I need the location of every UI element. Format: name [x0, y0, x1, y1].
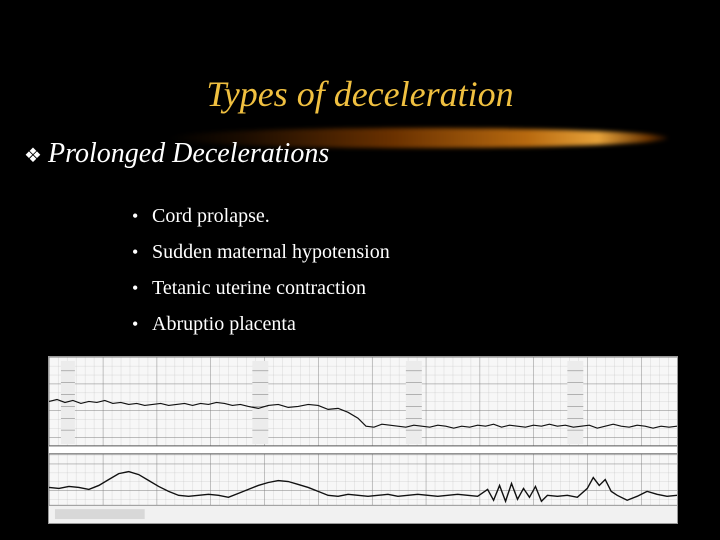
scale-column-left — [60, 360, 75, 444]
section-heading: ❖ Prolonged Decelerations — [24, 136, 329, 172]
tracing-svg — [49, 357, 677, 523]
uterine-contraction-trace — [49, 470, 677, 504]
list-item-text: Abruptio placenta — [152, 313, 296, 335]
bullet-icon: • — [132, 242, 139, 262]
fetal-heart-rate-trace — [49, 398, 677, 429]
list-item: • Cord prolapse. — [132, 198, 390, 234]
bullet-icon: • — [132, 314, 139, 334]
title-underline-bar — [168, 128, 668, 148]
list-item-text: Tetanic uterine contraction — [152, 277, 367, 299]
section-heading-text: Prolonged Decelerations — [48, 138, 330, 169]
bullet-icon: • — [132, 278, 139, 298]
list-item: • Sudden maternal hypotension — [132, 234, 390, 270]
slide-title: Types of deceleration — [206, 74, 514, 114]
scale-column-mid2 — [405, 360, 422, 444]
diamond-bullet-icon: ❖ — [24, 144, 42, 167]
scale-column-right — [567, 360, 584, 444]
list-item: • Abruptio placenta — [132, 306, 390, 342]
scale-labels — [60, 360, 584, 444]
bullet-icon: • — [132, 206, 139, 226]
list-item-text: Sudden maternal hypotension — [152, 241, 390, 263]
list-item: • Tetanic uterine contraction — [132, 270, 390, 306]
fetal-heart-rate-tracing-image — [48, 356, 678, 524]
list-item-text: Cord prolapse. — [152, 205, 270, 227]
scale-column-mid1 — [252, 360, 269, 444]
bullet-list: • Cord prolapse. • Sudden maternal hypot… — [132, 198, 390, 342]
